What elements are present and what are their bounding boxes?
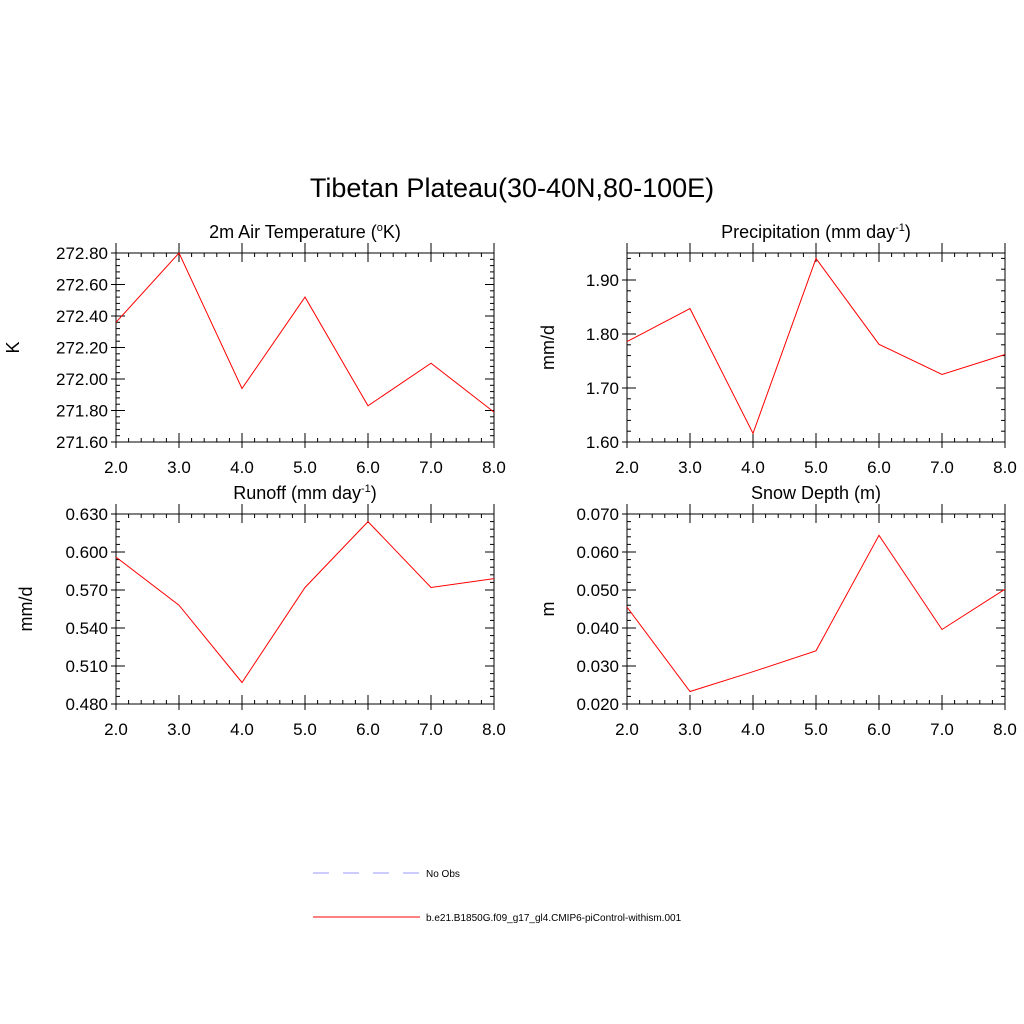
panel-title: 2m Air Temperature (oK) [209,222,401,242]
panel-2: 2.0 3.0 4.0 5.0 6.0 7.0 8.0 1.60 1.70 1.80 1.90 mm/… [538,222,1017,477]
panel-title-main: Precipitation (mm day [721,222,895,242]
y-axis-label: mm/d [16,587,36,632]
y-tick-label: 0.050 [576,581,619,600]
y-tick-label: 0.040 [576,619,619,638]
x-tick-label: 4.0 [741,458,765,477]
x-tick-label: 2.0 [104,720,128,739]
x-tick-label: 2.0 [615,458,639,477]
panel-3: 2.0 3.0 4.0 5.0 6.0 7.0 8.0 0.480 0.510 0.540 0.57… [16,483,506,739]
x-tick-label: 6.0 [356,458,380,477]
x-tick-label: 6.0 [867,720,891,739]
panel-title: Snow Depth (m) [751,483,881,503]
x-tick-label: 7.0 [930,720,954,739]
panel-title-superscript: -1 [361,483,371,495]
panels: 2.0 3.0 4.0 5.0 6.0 7.0 8.0 271.60 271.80 272.00 2… [3,222,1017,739]
x-tick-label: 8.0 [482,720,506,739]
y-tick-label: 0.060 [576,543,619,562]
series-line [115,520,495,684]
x-tick-label: 2.0 [615,720,639,739]
x-tick-label: 3.0 [167,458,191,477]
x-tick-label: 3.0 [678,458,702,477]
y-axis-label: m [538,602,558,617]
x-tick-label: 2.0 [104,458,128,477]
y-tick-label: 1.70 [586,379,619,398]
y-tick-label: 0.540 [65,619,108,638]
panel-title-superscript: -1 [895,222,905,234]
panel-4: 2.0 3.0 4.0 5.0 6.0 7.0 8.0 0.020 0.030 0.040 0.05… [538,483,1017,739]
y-tick-label: 0.570 [65,581,108,600]
legend-label-2: b.e21.B1850G.f09_g17_gl4.CMIP6-piControl… [426,913,682,924]
x-tick-label: 5.0 [804,458,828,477]
panel-title-main: 2m Air Temperature ( [209,222,377,242]
x-tick-label: 6.0 [867,458,891,477]
series-line [626,257,1006,435]
y-tick-label: 0.070 [576,505,619,524]
x-tick-label: 7.0 [419,458,443,477]
panel-title-tail: K) [383,222,401,242]
panel-title-superscript: o [377,222,383,234]
figure-title: Tibetan Plateau(30-40N,80-100E) [310,173,714,203]
x-tick-label: 4.0 [741,720,765,739]
y-axis-label: mm/d [538,325,558,370]
y-tick-label: 1.80 [586,325,619,344]
y-tick-label: 1.60 [586,433,619,452]
x-tick-label: 5.0 [293,720,317,739]
x-tick-label: 5.0 [804,720,828,739]
plot-frame [626,513,1006,705]
x-tick-label: 5.0 [293,458,317,477]
legend: No Obs b.e21.B1850G.f09_g17_gl4.CMIP6-piC… [313,869,682,924]
y-tick-label: 0.510 [65,657,108,676]
y-tick-label: 0.020 [576,695,619,714]
y-tick-label: 0.480 [65,695,108,714]
x-tick-label: 8.0 [993,720,1017,739]
x-tick-label: 3.0 [167,720,191,739]
panel-title-main: Snow Depth (m) [751,483,881,503]
x-tick-label: 6.0 [356,720,380,739]
x-tick-label: 8.0 [482,458,506,477]
y-tick-label: 272.00 [56,370,108,389]
y-axis-label: K [3,341,23,353]
y-tick-label: 272.40 [56,307,108,326]
panel-title-tail: ) [905,222,911,242]
plot-frame [115,513,495,705]
y-tick-label: 271.80 [56,402,108,421]
y-tick-label: 271.60 [56,433,108,452]
x-tick-label: 8.0 [993,458,1017,477]
x-tick-label: 4.0 [230,720,254,739]
y-tick-label: 272.20 [56,339,108,358]
panel-title-tail: ) [371,483,377,503]
y-tick-label: 0.030 [576,657,619,676]
y-tick-label: 272.80 [56,244,108,263]
x-tick-label: 4.0 [230,458,254,477]
plot-frame [626,252,1006,443]
series-line [626,534,1006,693]
y-tick-label: 1.90 [586,271,619,290]
panel-1: 2.0 3.0 4.0 5.0 6.0 7.0 8.0 271.60 271.80 272.00 2… [3,222,506,477]
panel-title-main: Runoff (mm day [233,483,361,503]
legend-label-1: No Obs [426,869,460,880]
y-tick-label: 0.600 [65,543,108,562]
panel-title: Precipitation (mm day-1) [721,222,911,242]
panel-title: Runoff (mm day-1) [233,483,377,503]
series-line [115,252,495,413]
x-tick-label: 7.0 [419,720,443,739]
plot-frame [115,252,495,443]
x-tick-label: 7.0 [930,458,954,477]
y-tick-label: 0.630 [65,505,108,524]
x-tick-label: 3.0 [678,720,702,739]
y-tick-label: 272.60 [56,276,108,295]
